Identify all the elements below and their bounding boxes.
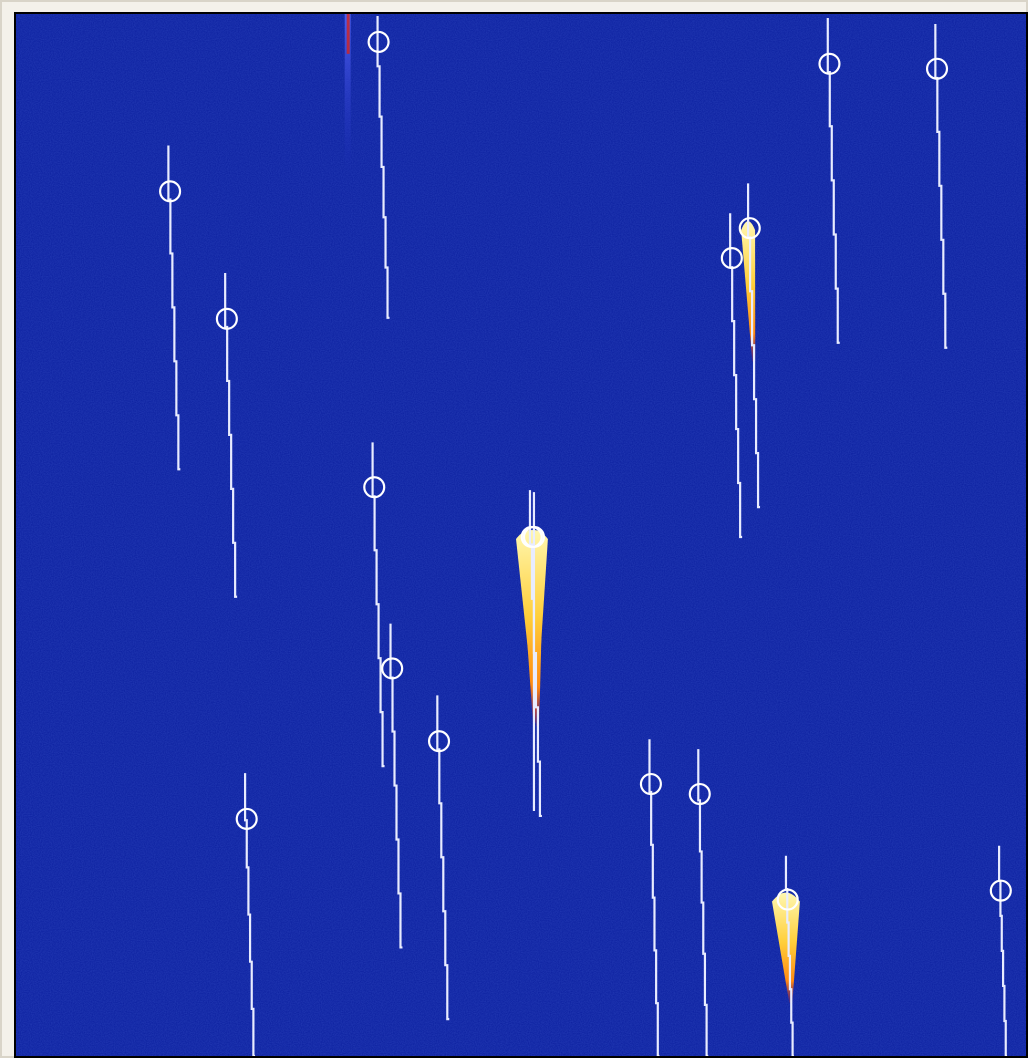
detection-marker-det-5 xyxy=(215,307,238,330)
detection-marker-det-16 xyxy=(720,247,743,270)
background-streak xyxy=(344,14,351,174)
detection-marker-det-6 xyxy=(738,217,761,240)
track-line-det-11 xyxy=(648,739,660,1056)
detection-marker-det-7 xyxy=(363,476,386,499)
track-line-det-12 xyxy=(697,749,709,1056)
background-streak-hot xyxy=(346,14,350,54)
track-line-det-9 xyxy=(436,695,450,1021)
detection-marker-det-13 xyxy=(235,807,258,830)
track-line-det-2 xyxy=(826,17,840,344)
track-line-det-13 xyxy=(243,773,256,1056)
detection-marker-det-8 xyxy=(381,657,404,680)
detection-marker-det-9 xyxy=(427,730,451,753)
detection-tracks xyxy=(159,15,1012,1056)
detection-marker-det-1 xyxy=(367,30,390,53)
detection-marker-det-14 xyxy=(776,888,799,911)
detection-marker-det-12 xyxy=(688,782,711,806)
spectrogram-plot xyxy=(14,12,1028,1058)
detection-marker-det-11 xyxy=(639,772,662,796)
detection-marker-det-15 xyxy=(989,879,1012,902)
track-line-det-1 xyxy=(376,15,390,319)
detection-marker-det-17 xyxy=(522,525,546,549)
spectrogram-svg xyxy=(16,14,1026,1056)
detection-marker-det-3 xyxy=(925,57,949,80)
track-line-det-10 xyxy=(528,490,542,818)
track-line-det-4 xyxy=(167,145,181,471)
detection-marker-det-4 xyxy=(159,180,182,203)
track-line-det-5 xyxy=(224,273,238,598)
signal-glow-det-14 xyxy=(772,892,800,1004)
detection-marker-det-2 xyxy=(818,52,841,75)
